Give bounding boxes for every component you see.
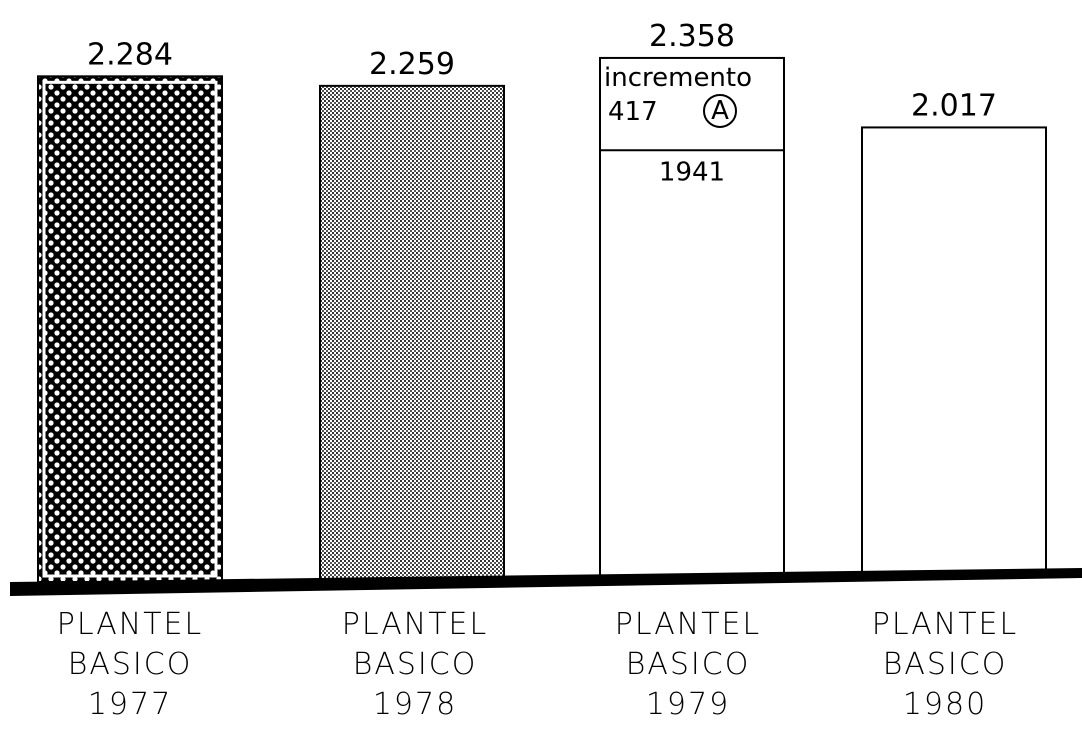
category-label-4-line-3: 1980 — [903, 687, 987, 722]
increment-value-label: 417 — [608, 97, 658, 127]
bar-2 — [319, 84, 505, 588]
bars-layer — [37, 56, 1047, 588]
increment-marker-circle — [703, 93, 737, 128]
category-label-4-line-1: PLANTEL — [872, 607, 1018, 642]
labels-layer: 2.284 2.259 2.358 2.017 1941 incremento 417 A — [87, 19, 997, 187]
increment-text: incremento — [604, 63, 752, 93]
category-label-1-line-2: BASICO — [68, 647, 193, 682]
bar-1 — [37, 75, 223, 584]
value-label-4: 2.017 — [911, 88, 997, 123]
bar-1-inner-border — [42, 80, 218, 578]
segment-base-label: 1941 — [659, 157, 725, 187]
category-label-2-line-1: PLANTEL — [342, 607, 488, 642]
category-label-4-line-2: BASICO — [883, 647, 1008, 682]
x-axis-baseline — [10, 568, 1082, 596]
category-label-1-line-3: 1977 — [88, 687, 172, 722]
value-label-2: 2.259 — [369, 47, 455, 82]
category-label-2-line-3: 1978 — [373, 687, 457, 722]
category-label-3-line-1: PLANTEL — [615, 607, 761, 642]
value-label-1: 2.284 — [87, 37, 173, 72]
category-label-3-line-2: BASICO — [626, 647, 751, 682]
category-label-2-line-2: BASICO — [353, 647, 478, 682]
bar-3 — [599, 56, 785, 582]
bar-4 — [861, 126, 1047, 576]
increment-marker-letter: A — [711, 96, 729, 126]
value-label-3: 2.358 — [649, 19, 735, 54]
category-label-1-line-1: PLANTEL — [57, 607, 203, 642]
category-label-3-line-3: 1979 — [646, 687, 730, 722]
category-labels: PLANTEL BASICO 1977 PLANTEL BASICO 1978 PLANTE… — [57, 607, 1018, 722]
